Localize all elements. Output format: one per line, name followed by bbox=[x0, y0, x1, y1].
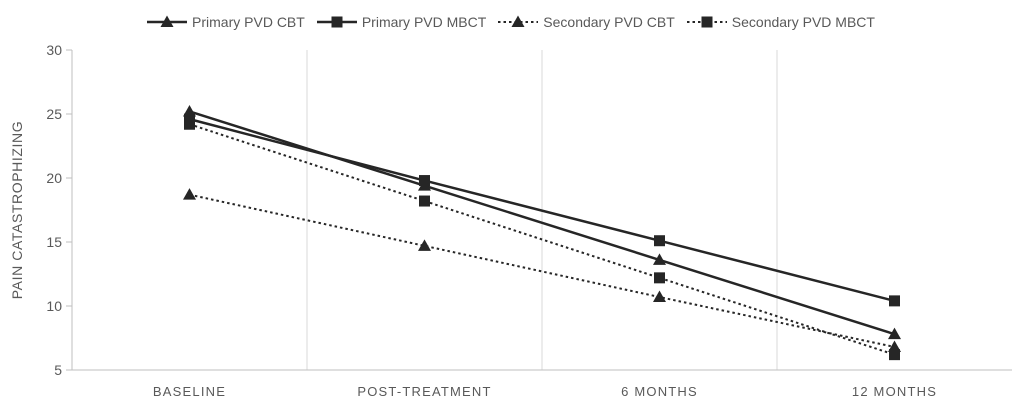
legend-item: Primary PVD MBCT bbox=[315, 14, 486, 30]
legend-label: Secondary PVD CBT bbox=[543, 14, 675, 30]
legend-label: Secondary PVD MBCT bbox=[731, 14, 875, 30]
y-tick-label: 10 bbox=[46, 298, 62, 314]
legend: Primary PVD CBT Primary PVD MBCT Secondary… bbox=[0, 8, 1020, 36]
legend-marker bbox=[331, 16, 343, 28]
data-point bbox=[889, 349, 900, 361]
legend-swatch bbox=[316, 16, 357, 28]
data-point bbox=[654, 272, 665, 284]
series-line bbox=[189, 117, 895, 303]
x-tick-label: 6 MONTHS bbox=[621, 384, 698, 399]
legend-marker bbox=[511, 15, 525, 27]
data-point bbox=[888, 340, 901, 352]
x-tick-label: 12 MONTHS bbox=[852, 384, 937, 399]
data-point bbox=[419, 195, 430, 207]
data-point bbox=[888, 327, 901, 340]
data-point bbox=[183, 104, 196, 117]
data-point bbox=[654, 235, 665, 247]
series-line bbox=[189, 193, 895, 348]
data-point bbox=[183, 188, 196, 200]
y-axis-title: PAIN CATASTROPHIZING bbox=[9, 121, 25, 299]
data-point bbox=[418, 239, 431, 251]
legend-swatch bbox=[686, 16, 727, 28]
data-point bbox=[419, 175, 430, 187]
legend-label: Primary PVD MBCT bbox=[361, 14, 487, 30]
x-tick-label: BASELINE bbox=[153, 384, 226, 399]
legend-swatch bbox=[498, 15, 539, 27]
legend-item: Secondary PVD MBCT bbox=[685, 14, 875, 30]
data-point bbox=[889, 295, 900, 307]
legend-label: Primary PVD CBT bbox=[192, 14, 305, 30]
y-tick-label: 5 bbox=[54, 362, 62, 378]
legend-item: Primary PVD CBT bbox=[145, 14, 305, 30]
series-secondary-pvd-mbct bbox=[184, 118, 900, 361]
legend-marker bbox=[701, 16, 713, 28]
data-point bbox=[653, 253, 666, 265]
y-tick-label: 30 bbox=[46, 42, 62, 58]
y-tick-label: 25 bbox=[46, 106, 62, 122]
y-tick-label: 15 bbox=[46, 234, 62, 250]
series-line bbox=[189, 123, 895, 356]
data-point bbox=[653, 290, 666, 303]
legend-marker bbox=[160, 15, 174, 27]
data-point bbox=[184, 118, 195, 130]
legend-swatch bbox=[147, 15, 188, 27]
x-tick-label: POST-TREATMENT bbox=[357, 384, 491, 399]
series-secondary-pvd-cbt bbox=[183, 188, 901, 352]
y-tick-label: 20 bbox=[46, 170, 62, 186]
legend-item: Secondary PVD CBT bbox=[496, 14, 675, 30]
